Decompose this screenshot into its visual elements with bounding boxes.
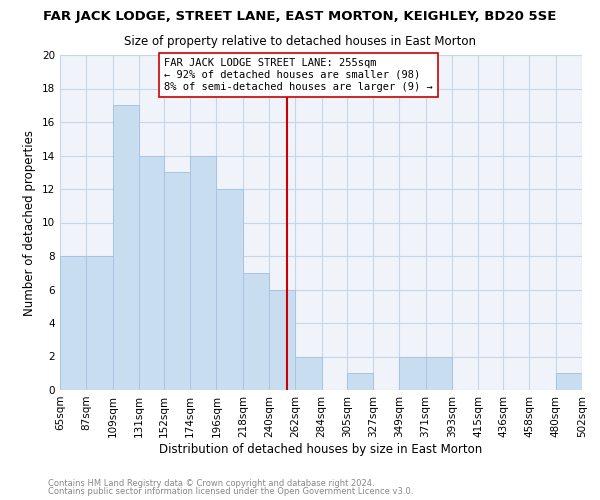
Text: FAR JACK LODGE STREET LANE: 255sqm
← 92% of detached houses are smaller (98)
8% : FAR JACK LODGE STREET LANE: 255sqm ← 92%… <box>164 58 433 92</box>
Bar <box>190 156 217 390</box>
Bar <box>295 356 322 390</box>
Bar <box>86 256 113 390</box>
Text: Contains HM Land Registry data © Crown copyright and database right 2024.: Contains HM Land Registry data © Crown c… <box>48 478 374 488</box>
Bar <box>243 273 269 390</box>
Bar <box>217 189 243 390</box>
Bar <box>347 373 373 390</box>
Bar <box>425 356 452 390</box>
Bar <box>60 256 86 390</box>
Text: Size of property relative to detached houses in East Morton: Size of property relative to detached ho… <box>124 35 476 48</box>
Bar <box>399 356 425 390</box>
Bar <box>113 106 139 390</box>
Bar <box>164 172 190 390</box>
Bar <box>556 373 582 390</box>
Y-axis label: Number of detached properties: Number of detached properties <box>23 130 37 316</box>
Text: Contains public sector information licensed under the Open Government Licence v3: Contains public sector information licen… <box>48 487 413 496</box>
X-axis label: Distribution of detached houses by size in East Morton: Distribution of detached houses by size … <box>160 442 482 456</box>
Text: FAR JACK LODGE, STREET LANE, EAST MORTON, KEIGHLEY, BD20 5SE: FAR JACK LODGE, STREET LANE, EAST MORTON… <box>43 10 557 23</box>
Bar <box>269 290 295 390</box>
Bar <box>139 156 164 390</box>
